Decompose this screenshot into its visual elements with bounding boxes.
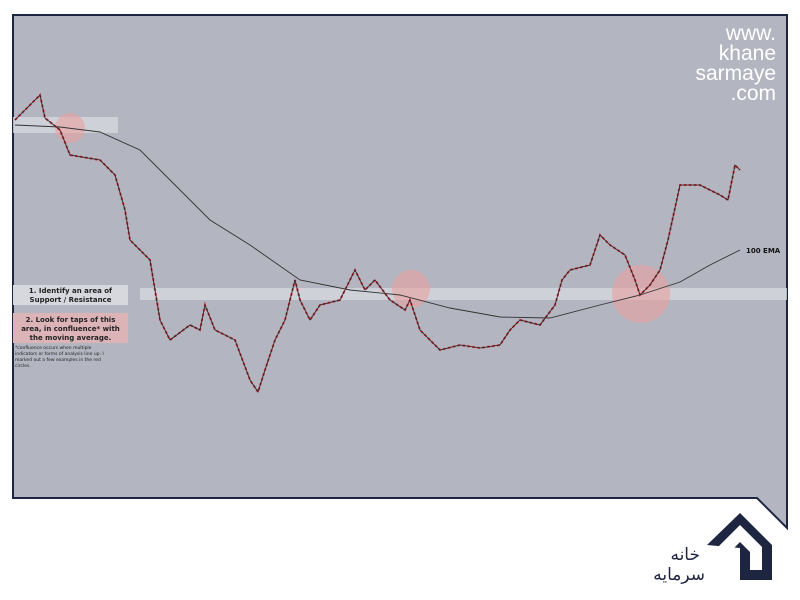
watermark-line: sarmaye — [695, 62, 776, 85]
tap-circle — [392, 270, 430, 308]
logo-inner — [718, 525, 762, 570]
watermark-line: www. — [725, 22, 776, 45]
price-wicks — [14, 94, 741, 393]
ema-label: 100 EMA — [746, 247, 781, 255]
step-box — [13, 313, 128, 343]
watermark-line: khane — [719, 42, 776, 65]
step-text: 2. Look for taps of this area, in conflu… — [21, 316, 120, 342]
watermark-line: .com — [730, 82, 776, 105]
chart-frame — [12, 14, 788, 531]
logo-text: سرمایه — [653, 565, 705, 585]
footnote: *confluence occurs when multiple indicat… — [15, 346, 104, 369]
ema-line — [14, 124, 741, 319]
logo-mark — [707, 513, 772, 580]
step-text: 1. Identify an area of Support / Resista… — [28, 287, 113, 304]
logo-text: خانه — [670, 545, 700, 565]
support-zone — [140, 288, 787, 300]
step-box — [13, 285, 128, 305]
